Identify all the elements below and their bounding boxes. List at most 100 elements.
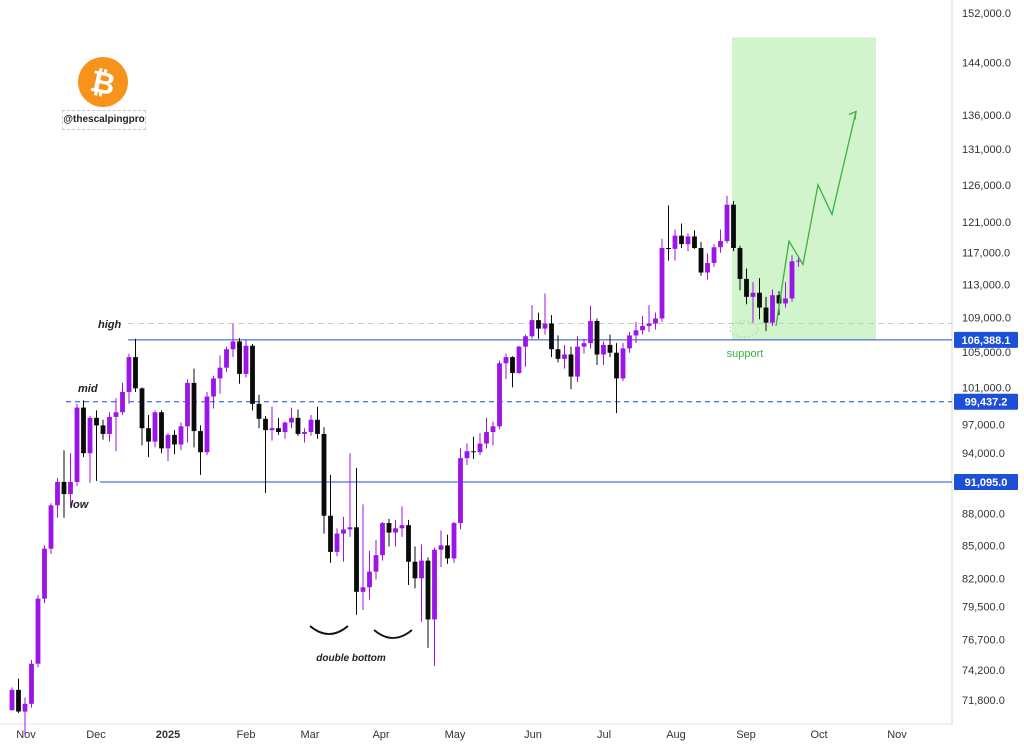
candle (692, 230, 697, 249)
candle-body (419, 560, 424, 579)
x-tick-label: Mar (301, 729, 320, 741)
candle (737, 245, 743, 291)
candle-body (490, 426, 496, 433)
candle (620, 343, 626, 382)
candle-body (74, 407, 80, 482)
candle (321, 427, 327, 534)
candle (152, 410, 158, 448)
candle (224, 346, 229, 373)
candle-body (341, 529, 346, 534)
candle-body (373, 555, 379, 572)
support-marker (729, 320, 759, 338)
candle (87, 415, 93, 483)
y-tick-label: 71,800.0 (962, 695, 1005, 707)
candle (562, 344, 567, 369)
candle-body (711, 247, 717, 263)
candle (295, 409, 301, 436)
y-tick-label: 121,000.0 (962, 217, 1011, 229)
candle-body (399, 525, 405, 529)
candle-body (289, 417, 294, 423)
candle (204, 391, 210, 456)
candle-body (263, 418, 268, 431)
candle-body (230, 341, 236, 350)
candle (484, 417, 489, 449)
candle-body (256, 403, 262, 419)
candle-body (679, 235, 684, 245)
author-handle[interactable]: @thescalpingpro (62, 110, 146, 130)
candle-body (380, 523, 385, 556)
candle-body (9, 689, 15, 711)
x-tick-label: Feb (237, 729, 256, 741)
y-tick-label: 74,200.0 (962, 665, 1005, 677)
candle (61, 450, 67, 518)
candle (113, 398, 119, 452)
y-tick-label: 76,700.0 (962, 635, 1005, 647)
candle (581, 338, 587, 354)
candle (646, 305, 652, 333)
candle (718, 229, 723, 253)
y-tick-label: 113,000.0 (962, 280, 1010, 292)
y-tick-label: 126,000.0 (962, 180, 1011, 192)
candle (237, 337, 242, 384)
mid-label: mid (78, 383, 98, 395)
double-bottom-arc (309, 625, 349, 635)
candle (250, 344, 255, 411)
candle-body (120, 391, 125, 413)
candle (503, 353, 509, 380)
candle-body (640, 326, 645, 331)
candle-body (783, 298, 788, 304)
candle-body (737, 248, 743, 279)
candle (269, 406, 275, 441)
candle-body (237, 341, 242, 374)
x-tick-label: Apr (372, 729, 389, 741)
candle (451, 522, 457, 563)
candle (373, 540, 379, 580)
candle (698, 241, 704, 276)
candle (458, 448, 463, 530)
candle (211, 375, 216, 409)
candle-body (685, 236, 691, 245)
y-tick-label: 117,000.0 (962, 248, 1010, 260)
y-tick-label: 109,000.0 (962, 313, 1011, 325)
candle-body (633, 330, 639, 336)
candle-body (646, 323, 652, 327)
candle-body (100, 425, 106, 434)
candle (744, 268, 749, 305)
x-tick-label: Sep (736, 729, 756, 741)
candle (68, 453, 73, 507)
y-tick-label: 85,000.0 (962, 540, 1005, 552)
candle (315, 406, 320, 439)
candle (679, 223, 684, 249)
candle-body (61, 481, 67, 495)
candle (289, 407, 294, 429)
candle-body (620, 348, 626, 379)
candle (724, 195, 730, 244)
candle (243, 339, 249, 378)
candle (763, 296, 769, 332)
candle (107, 412, 112, 442)
level-tag-label-low: 91,095.0 (965, 477, 1008, 489)
candle-body (796, 260, 801, 262)
x-tick-label: Nov (16, 729, 36, 741)
candle-body (42, 548, 47, 599)
y-tick-label: 97,000.0 (962, 419, 1005, 431)
candle-body (497, 363, 502, 427)
candle-body (250, 345, 255, 404)
candle (731, 200, 736, 252)
candle (425, 557, 431, 648)
candle (796, 256, 801, 267)
candle (146, 415, 151, 458)
candle-body (243, 345, 249, 374)
candle-body (185, 382, 190, 427)
candle (757, 278, 762, 320)
candle (139, 387, 145, 446)
candle-body (458, 458, 463, 524)
x-tick-label: 2025 (156, 729, 180, 741)
candle-body (672, 235, 678, 249)
candle-body (425, 560, 431, 620)
level-tag-mid (954, 393, 1018, 410)
bitcoin-logo-circle (78, 57, 128, 107)
candle-body (607, 344, 613, 353)
y-tick-label: 101,000.0 (962, 382, 1011, 394)
